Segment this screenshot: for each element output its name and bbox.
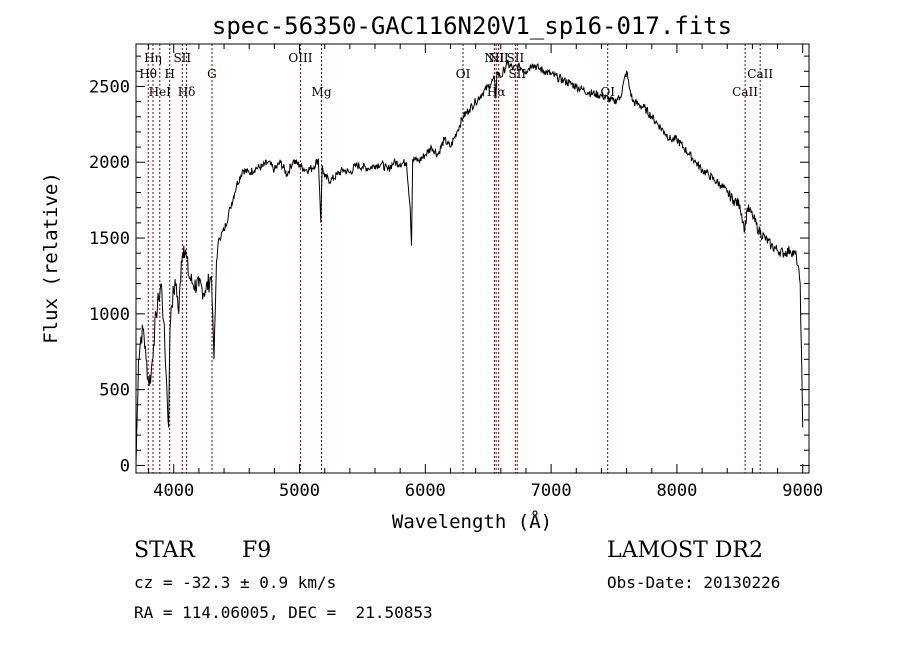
line-marker-label: HeI <box>149 85 172 99</box>
line-marker-label: Hδ <box>178 85 196 99</box>
x-axis-label: Wavelength (Å) <box>392 510 552 533</box>
line-marker-label: H <box>164 67 174 81</box>
x-tick-label: 6000 <box>405 481 446 501</box>
y-tick-label: 500 <box>99 381 130 401</box>
line-marker-label: CaII <box>732 85 758 99</box>
redshift-text: cz = -32.3 ± 0.9 km/s <box>134 573 337 592</box>
line-marker-label: OIII <box>288 51 312 65</box>
y-axis-label: Flux (relative) <box>40 172 62 344</box>
y-tick-label: 2500 <box>89 77 130 97</box>
x-tick-label: 8000 <box>656 481 697 501</box>
x-axis: 4000 5000 6000 7000 8000 9000 <box>148 44 823 501</box>
y-tick-label: 1500 <box>89 229 130 249</box>
spectrum-series-line <box>135 59 804 466</box>
line-marker-label: OI <box>456 67 471 81</box>
y-axis: 0 500 1000 1500 2000 2500 <box>89 55 809 476</box>
plot-frame <box>135 43 810 474</box>
line-marker-label: SII <box>508 67 526 81</box>
survey-name: LAMOST DR2 <box>607 538 763 563</box>
line-marker-label: OI <box>600 85 615 99</box>
object-subclass: F9 <box>242 538 272 563</box>
line-marker-label: Hη <box>144 51 162 65</box>
line-marker-label: Hθ <box>139 67 157 81</box>
line-marker-label: NII <box>484 51 504 65</box>
x-tick-label: 9000 <box>782 481 823 501</box>
y-tick-label: 1000 <box>89 305 130 325</box>
line-marker-label: SII <box>173 51 191 65</box>
x-tick-label: 5000 <box>279 481 320 501</box>
x-tick-label: 7000 <box>531 481 572 501</box>
x-tick-label: 4000 <box>153 481 194 501</box>
y-tick-label: 0 <box>120 456 130 476</box>
spectrum-line-layer <box>135 59 804 466</box>
line-marker-label: Mg <box>312 85 332 99</box>
line-marker-label: SII <box>507 51 525 65</box>
line-marker-label: G <box>207 67 217 81</box>
object-class: STAR <box>134 538 195 563</box>
line-marker-label: CaII <box>747 67 773 81</box>
line-marker-layer: HηHθHeISIIHHδGOIIIMgOINIIHαNIISIISIIOICa… <box>139 44 773 473</box>
line-marker-label: NII <box>489 51 509 65</box>
y-tick-label: 2000 <box>89 153 130 173</box>
coordinates-text: RA = 114.06005, DEC = 21.50853 <box>134 603 433 622</box>
observation-date: Obs-Date: 20130226 <box>607 573 781 592</box>
chart-title: spec-56350-GAC116N20V1_sp16-017.fits <box>212 12 732 40</box>
